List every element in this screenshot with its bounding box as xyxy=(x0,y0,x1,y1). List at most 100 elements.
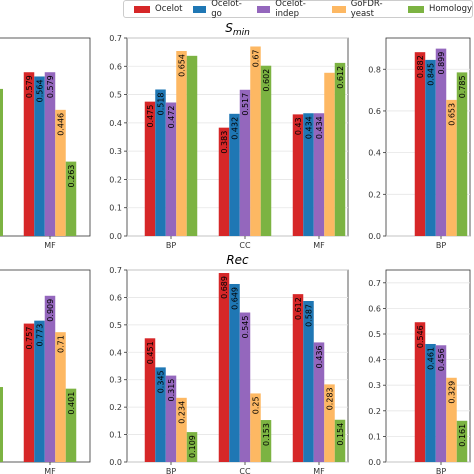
y-tick-label: 0.3 xyxy=(109,376,122,385)
y-tick-label: 0.2 xyxy=(368,190,381,199)
x-tick-label: CC xyxy=(239,241,251,250)
y-tick-label: 0.6 xyxy=(368,304,381,313)
bar xyxy=(250,46,261,236)
legend-label: GoFDR-yeast xyxy=(350,0,383,19)
bar-value-label: 0.757 xyxy=(25,327,34,350)
bar xyxy=(155,89,166,236)
bar-value-label: 0.234 xyxy=(178,401,187,424)
bar-value-label: 0.654 xyxy=(178,54,187,77)
legend-item: Ocelot-indep xyxy=(256,0,322,19)
subplot-0-1: 0.00.10.20.30.40.50.60.7Smin0.4750.5180.… xyxy=(109,21,349,250)
bar xyxy=(435,48,447,237)
chart-legend: Ocelot Ocelot-go Ocelot-indep GoFDR-yeast Ho… xyxy=(123,0,473,19)
x-tick-label: MF xyxy=(44,467,56,474)
bar xyxy=(324,72,335,236)
bar xyxy=(155,367,166,462)
bar xyxy=(34,76,45,237)
bar-value-label: 0.161 xyxy=(458,424,467,447)
bar xyxy=(260,420,272,462)
x-tick-label: BP xyxy=(436,241,446,250)
y-tick-label: 0.1 xyxy=(109,431,122,440)
bar xyxy=(176,397,187,462)
bar xyxy=(239,89,251,237)
y-tick-label: 0.4 xyxy=(368,149,381,158)
legend-swatch xyxy=(331,5,346,13)
y-tick-label: 0.6 xyxy=(368,107,381,116)
bar xyxy=(334,62,346,236)
bar xyxy=(303,300,314,462)
bar-value-label: 0.899 xyxy=(437,52,446,75)
y-tick-label: 0.6 xyxy=(109,62,122,71)
bar xyxy=(44,72,56,237)
bar xyxy=(324,384,335,462)
y-tick-label: 0.0 xyxy=(109,232,122,241)
bar-value-label: 0.67 xyxy=(252,49,261,67)
y-tick-label: 0.7 xyxy=(368,279,381,288)
bar-value-label: 0.383 xyxy=(220,131,229,154)
y-tick-label: 0.3 xyxy=(109,147,122,156)
bar-value-label: 0.154 xyxy=(336,423,345,446)
bar-value-label: 0.283 xyxy=(326,387,335,410)
x-tick-label: BP xyxy=(166,467,176,474)
bar-value-label: 0.345 xyxy=(157,370,166,393)
bar xyxy=(229,283,240,462)
bar xyxy=(34,320,45,462)
bar xyxy=(446,377,457,462)
bar-value-label: 0.689 xyxy=(220,276,229,299)
y-tick-label: 0.8 xyxy=(368,65,381,74)
bar-value-label: 0.845 xyxy=(427,63,436,86)
bar xyxy=(414,322,426,462)
bar xyxy=(23,72,35,237)
x-tick-label: MF xyxy=(313,467,325,474)
bar xyxy=(44,295,56,462)
x-tick-label: MF xyxy=(313,241,325,250)
bar xyxy=(292,114,304,236)
bar xyxy=(165,375,177,462)
bar-value-label: 0.546 xyxy=(416,325,425,348)
y-tick-label: 0.4 xyxy=(109,119,122,128)
legend-swatch xyxy=(192,5,207,13)
bar-value-label: 0.153 xyxy=(262,423,271,446)
legend-item: GoFDR-yeast xyxy=(331,0,398,19)
bar-value-label: 0.475 xyxy=(146,105,155,128)
bar xyxy=(250,393,261,462)
bar-value-label: 0.773 xyxy=(36,324,45,347)
bar-value-label: 0.71 xyxy=(57,335,66,353)
bar-value-label: 0.579 xyxy=(46,75,55,98)
x-tick-label: BP xyxy=(436,467,446,474)
subplot-title: Smin xyxy=(225,21,250,38)
bar xyxy=(165,102,177,237)
bar-value-label: 0.518 xyxy=(157,92,166,115)
legend-item: Homology xyxy=(407,4,472,14)
legend-swatch xyxy=(134,5,150,13)
bar xyxy=(55,109,66,236)
bar xyxy=(456,420,468,462)
bar-value-label: 0.472 xyxy=(167,105,176,128)
legend-item: Ocelot-go xyxy=(192,0,247,19)
bar-value-label: 0.517 xyxy=(241,93,250,116)
bar-value-label: 0.456 xyxy=(437,348,446,371)
bar-value-label: 0.401 xyxy=(67,392,76,415)
bar xyxy=(186,55,198,236)
legend-label: Ocelot-indep xyxy=(275,0,306,19)
bar xyxy=(334,419,346,462)
bar-value-label: 0.109 xyxy=(188,435,197,458)
bar xyxy=(414,52,426,236)
bar-value-label: 0.579 xyxy=(25,75,34,98)
bar-value-label: 0.882 xyxy=(416,55,425,78)
x-tick-label: MF xyxy=(44,241,56,250)
bar xyxy=(218,127,230,236)
legend-label: Ocelot xyxy=(155,4,183,14)
bar xyxy=(313,113,325,236)
bar xyxy=(435,345,447,462)
y-tick-label: 0.7 xyxy=(109,34,122,43)
y-tick-label: 0.5 xyxy=(109,91,122,100)
bar-value-label: 0.43 xyxy=(294,117,303,135)
legend-label: Ocelot-go xyxy=(211,0,242,19)
bar-value-label: 0.436 xyxy=(315,345,324,368)
bar xyxy=(218,273,230,462)
bar xyxy=(65,161,77,236)
bar-value-label: 0.653 xyxy=(448,103,457,126)
